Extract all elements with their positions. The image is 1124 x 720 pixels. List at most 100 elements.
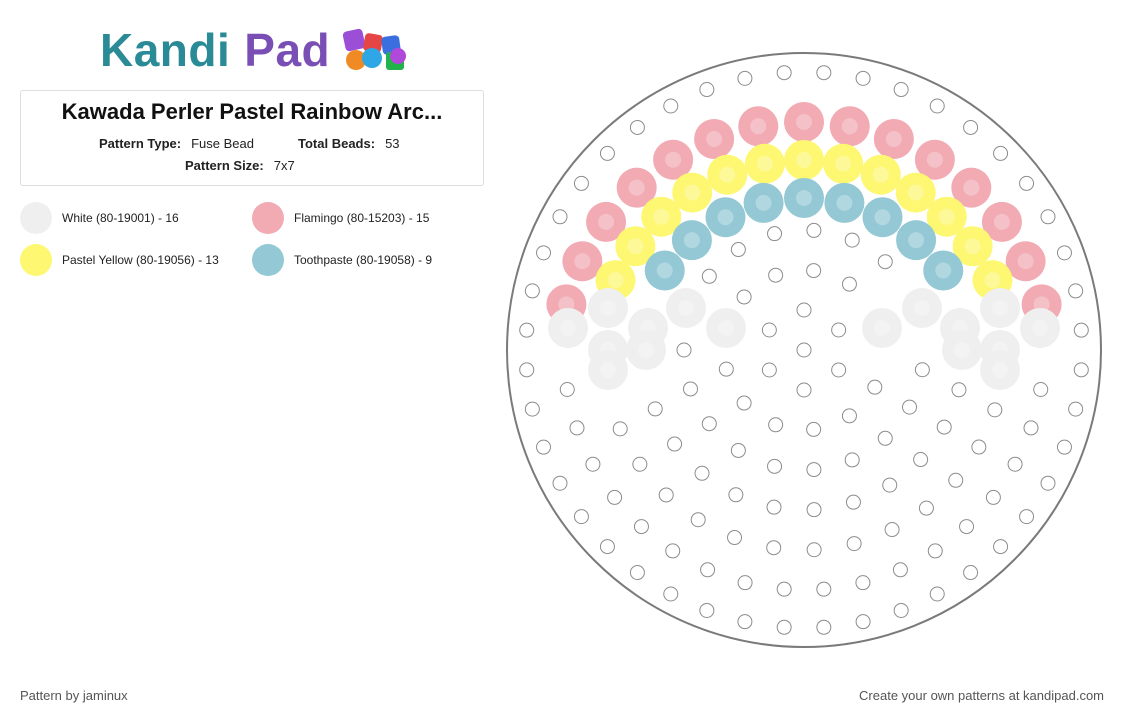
empty-peg [1068,283,1084,299]
pastel-yellow-bead [707,154,748,195]
empty-peg [987,402,1003,418]
empty-peg [929,98,945,114]
white-bead [980,350,1020,390]
empty-peg [536,245,552,261]
empty-peg [573,509,589,525]
empty-peg [727,530,743,546]
empty-peg [884,522,900,538]
empty-peg [1056,439,1072,455]
empty-peg [737,575,753,591]
empty-peg [1007,456,1023,472]
empty-peg [632,456,648,472]
pattern-title: Kawada Perler Pastel Rainbow Arc... [61,99,443,124]
empty-peg [927,543,943,559]
pattern-type-value: Fuse Bead [191,136,254,151]
empty-peg [585,456,601,472]
kandipad-link[interactable]: Create your own patterns at kandipad.com [859,688,1104,703]
white-bead [706,308,746,348]
empty-peg [844,452,860,468]
empty-peg [766,540,782,556]
pastel-yellow-bead [860,154,901,195]
empty-peg [737,70,753,86]
empty-peg [806,421,822,437]
white-bead [902,288,942,328]
toothpaste-bead [743,182,784,223]
empty-peg [612,421,628,437]
white-bead [588,350,628,390]
white-bead [588,288,628,328]
empty-peg [985,489,1001,505]
legend-label: Flamingo (80-15203) - 15 [294,211,430,225]
empty-peg [730,242,746,258]
empty-peg [929,586,945,602]
pastel-yellow-bead [672,172,713,213]
color-swatch [252,202,284,234]
empty-peg [806,462,822,478]
empty-peg [690,512,706,528]
white-bead [980,288,1020,328]
empty-peg [841,276,857,292]
empty-peg [776,619,792,635]
empty-peg [816,619,832,635]
total-beads-value: 53 [385,136,400,151]
empty-peg [599,539,615,555]
bead-pegboard [506,52,1102,648]
flamingo-bead [784,102,824,142]
empty-peg [993,539,1009,555]
empty-peg [877,254,893,270]
empty-peg [768,267,784,283]
toothpaste-bead [644,250,685,291]
bead-cubes-icon [343,28,407,70]
empty-peg [1019,509,1035,525]
pattern-type-label: Pattern Type: [99,136,182,151]
empty-peg [892,562,908,578]
pattern-author: Pattern by jaminux [20,688,128,703]
empty-peg [806,263,822,279]
empty-peg [552,209,568,225]
empty-peg [1040,209,1056,225]
empty-peg [766,499,782,515]
flamingo-bead [951,167,992,208]
legend-item-white: White (80-19001) - 16 [20,202,179,234]
empty-peg [599,145,615,161]
empty-peg [806,222,822,238]
flamingo-bead [616,167,657,208]
toothpaste-bead [896,220,937,261]
empty-peg [845,494,861,510]
empty-peg [844,232,860,248]
white-bead [666,288,706,328]
empty-peg [841,408,857,424]
legend-label: White (80-19001) - 16 [62,211,179,225]
empty-peg [629,565,645,581]
empty-peg [633,519,649,535]
empty-peg [665,543,681,559]
empty-peg [761,362,777,378]
empty-peg [831,322,847,338]
empty-peg [882,477,898,493]
empty-peg [1056,245,1072,261]
pastel-yellow-bead [615,226,656,267]
empty-peg [701,416,717,432]
white-bead [1020,308,1060,348]
legend-label: Pastel Yellow (80-19056) - 13 [62,253,219,267]
legend-item-toothpaste: Toothpaste (80-19058) - 9 [252,244,432,276]
toothpaste-bead [862,197,903,238]
empty-peg [736,289,752,305]
empty-peg [776,581,792,597]
legend-label: Toothpaste (80-19058) - 9 [294,253,433,267]
total-beads-label: Total Beads: [298,136,376,151]
empty-peg [728,487,744,503]
empty-peg [552,475,568,491]
pastel-yellow-bead [926,196,967,237]
empty-peg [767,458,783,474]
empty-peg [846,536,862,552]
legend-item-pastel-yellow: Pastel Yellow (80-19056) - 13 [20,244,219,276]
empty-peg [993,145,1009,161]
toothpaste-bead [784,178,824,218]
flamingo-bead [914,139,955,180]
empty-peg [831,362,847,378]
white-bead [548,308,588,348]
empty-peg [855,575,871,591]
empty-peg [683,381,699,397]
kandipad-logo[interactable]: Kandi Pad [100,24,410,76]
